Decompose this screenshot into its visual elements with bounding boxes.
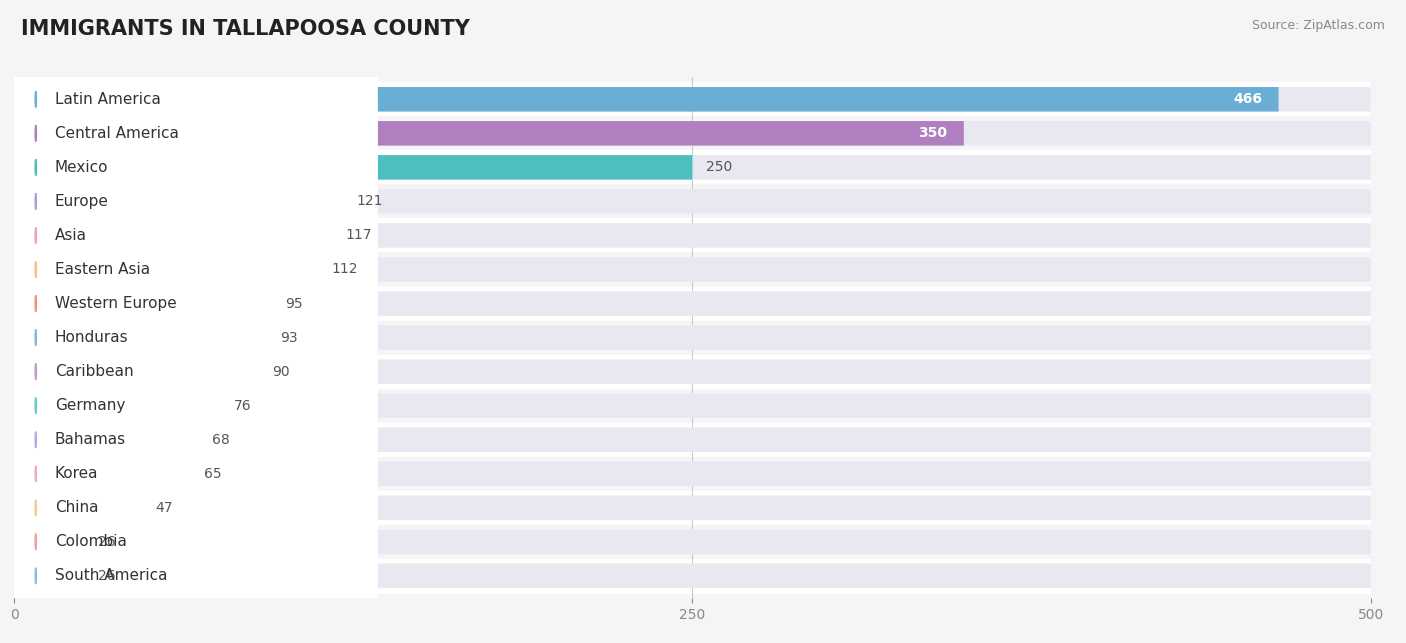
FancyBboxPatch shape <box>8 429 378 643</box>
Text: Bahamas: Bahamas <box>55 432 127 447</box>
FancyBboxPatch shape <box>14 87 1278 111</box>
Text: Mexico: Mexico <box>55 160 108 175</box>
Text: Central America: Central America <box>55 126 179 141</box>
FancyBboxPatch shape <box>14 428 198 452</box>
FancyBboxPatch shape <box>14 394 1371 418</box>
Text: Western Europe: Western Europe <box>55 296 177 311</box>
Text: Europe: Europe <box>55 194 108 209</box>
Text: South America: South America <box>55 568 167 583</box>
FancyBboxPatch shape <box>14 359 1371 384</box>
FancyBboxPatch shape <box>14 223 1371 248</box>
FancyBboxPatch shape <box>14 257 318 282</box>
Bar <box>14 388 1371 422</box>
FancyBboxPatch shape <box>14 155 1371 179</box>
Text: 26: 26 <box>98 569 115 583</box>
FancyBboxPatch shape <box>8 55 378 280</box>
Text: 68: 68 <box>212 433 231 447</box>
FancyBboxPatch shape <box>14 530 84 554</box>
Text: Germany: Germany <box>55 398 125 413</box>
FancyBboxPatch shape <box>14 189 343 213</box>
Text: 93: 93 <box>280 331 298 345</box>
FancyBboxPatch shape <box>14 564 1371 588</box>
FancyBboxPatch shape <box>14 223 332 248</box>
Text: 90: 90 <box>271 365 290 379</box>
Text: Eastern Asia: Eastern Asia <box>55 262 150 277</box>
Text: 76: 76 <box>233 399 252 413</box>
Text: IMMIGRANTS IN TALLAPOOSA COUNTY: IMMIGRANTS IN TALLAPOOSA COUNTY <box>21 19 470 39</box>
Text: Caribbean: Caribbean <box>55 364 134 379</box>
Text: Colombia: Colombia <box>55 534 127 549</box>
FancyBboxPatch shape <box>14 496 1371 520</box>
Text: 112: 112 <box>332 262 359 276</box>
FancyBboxPatch shape <box>8 190 378 417</box>
Text: 95: 95 <box>285 296 304 311</box>
FancyBboxPatch shape <box>14 189 1371 213</box>
FancyBboxPatch shape <box>8 361 378 586</box>
FancyBboxPatch shape <box>14 496 142 520</box>
Bar <box>14 287 1371 321</box>
FancyBboxPatch shape <box>14 121 1371 145</box>
Text: Source: ZipAtlas.com: Source: ZipAtlas.com <box>1251 19 1385 32</box>
FancyBboxPatch shape <box>8 0 378 212</box>
FancyBboxPatch shape <box>14 325 1371 350</box>
Text: 117: 117 <box>344 228 371 242</box>
Bar <box>14 491 1371 525</box>
Bar <box>14 116 1371 150</box>
Text: 47: 47 <box>155 501 173 515</box>
FancyBboxPatch shape <box>14 257 1371 282</box>
Text: 65: 65 <box>204 467 222 481</box>
FancyBboxPatch shape <box>8 395 378 620</box>
Text: 350: 350 <box>918 126 948 140</box>
Bar <box>14 525 1371 559</box>
Bar <box>14 457 1371 491</box>
Text: 466: 466 <box>1233 93 1263 106</box>
FancyBboxPatch shape <box>8 224 378 451</box>
FancyBboxPatch shape <box>8 327 378 552</box>
Bar <box>14 82 1371 116</box>
Text: Korea: Korea <box>55 466 98 481</box>
Bar <box>14 253 1371 287</box>
Bar <box>14 185 1371 219</box>
FancyBboxPatch shape <box>14 359 259 384</box>
FancyBboxPatch shape <box>8 258 378 485</box>
FancyBboxPatch shape <box>14 394 221 418</box>
Bar <box>14 219 1371 253</box>
Bar <box>14 150 1371 185</box>
Bar <box>14 321 1371 354</box>
Text: Honduras: Honduras <box>55 330 128 345</box>
FancyBboxPatch shape <box>14 564 84 588</box>
FancyBboxPatch shape <box>8 293 378 518</box>
FancyBboxPatch shape <box>14 291 1371 316</box>
Text: Latin America: Latin America <box>55 92 160 107</box>
FancyBboxPatch shape <box>8 123 378 349</box>
FancyBboxPatch shape <box>14 325 266 350</box>
Bar <box>14 422 1371 457</box>
FancyBboxPatch shape <box>14 428 1371 452</box>
Text: Asia: Asia <box>55 228 87 243</box>
Text: 26: 26 <box>98 535 115 549</box>
FancyBboxPatch shape <box>14 155 692 179</box>
FancyBboxPatch shape <box>14 530 1371 554</box>
Bar <box>14 354 1371 388</box>
Text: China: China <box>55 500 98 515</box>
Text: 121: 121 <box>356 194 382 208</box>
FancyBboxPatch shape <box>14 291 271 316</box>
FancyBboxPatch shape <box>8 157 378 383</box>
FancyBboxPatch shape <box>8 21 378 246</box>
FancyBboxPatch shape <box>14 462 190 486</box>
FancyBboxPatch shape <box>8 89 378 314</box>
FancyBboxPatch shape <box>8 463 378 643</box>
Text: 250: 250 <box>706 160 733 174</box>
FancyBboxPatch shape <box>14 121 965 145</box>
FancyBboxPatch shape <box>14 462 1371 486</box>
FancyBboxPatch shape <box>14 87 1371 111</box>
Bar <box>14 559 1371 593</box>
